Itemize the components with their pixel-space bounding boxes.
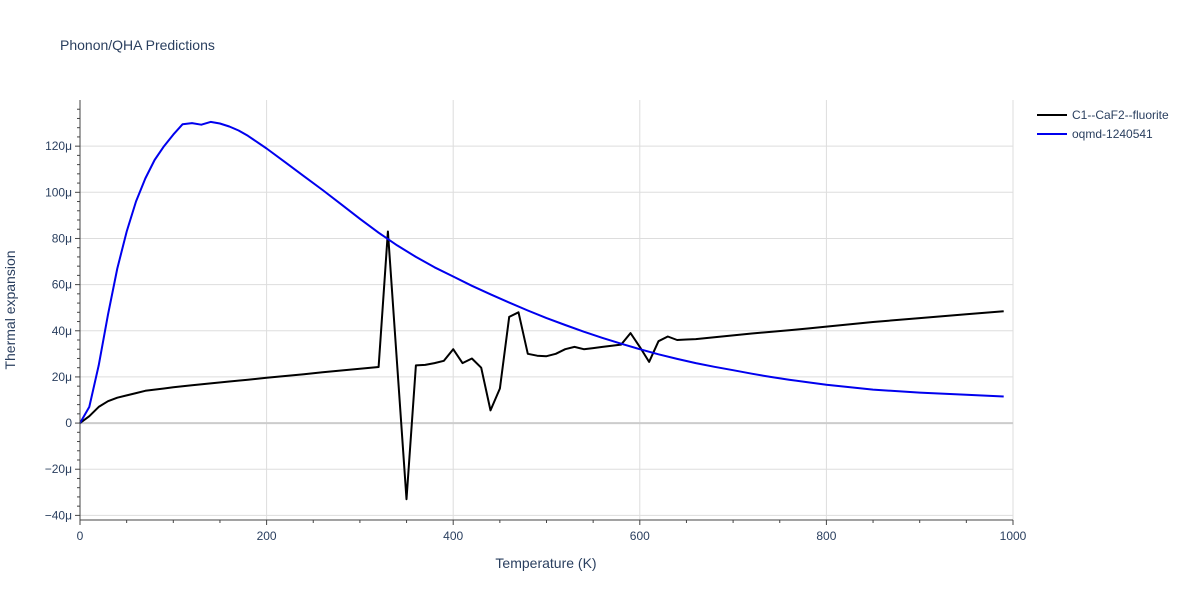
legend-label: C1--CaF2--fluorite	[1072, 108, 1169, 122]
series-line-1[interactable]	[79, 120, 1004, 424]
y-tick-label: 80μ	[52, 231, 72, 245]
y-tick-label: 120μ	[45, 139, 72, 153]
y-axis-title: Thermal expansion	[2, 250, 18, 369]
x-axis-title: Temperature (K)	[495, 555, 596, 571]
legend-label: oqmd-1240541	[1072, 127, 1153, 141]
x-tick-label: 1000	[1000, 529, 1027, 543]
axes-group	[75, 100, 1014, 525]
x-tick-label: 0	[77, 529, 84, 543]
series-line-0[interactable]	[79, 230, 1004, 501]
x-tick-label: 600	[630, 529, 650, 543]
legend[interactable]: C1--CaF2--fluorite oqmd-1240541	[1037, 108, 1169, 141]
y-tick-label: 0	[65, 416, 72, 430]
y-tick-label: 100μ	[45, 185, 72, 199]
y-tick-labels: −40μ −20μ 0 20μ 40μ 60μ 80μ 100μ 120μ	[45, 139, 73, 522]
x-tick-labels: 0 200 400 600 800 1000	[77, 529, 1027, 543]
chart-title: Phonon/QHA Predictions	[60, 37, 215, 53]
grid-lines	[79, 100, 1014, 520]
y-tick-label: −20μ	[45, 462, 72, 476]
series-group	[79, 120, 1004, 501]
y-tick-label: 20μ	[52, 370, 72, 384]
y-tick-label: −40μ	[45, 508, 72, 522]
y-tick-label: 60μ	[52, 278, 72, 292]
x-tick-label: 800	[816, 529, 836, 543]
x-tick-label: 200	[257, 529, 277, 543]
legend-item-1[interactable]: oqmd-1240541	[1037, 127, 1153, 141]
x-tick-label: 400	[443, 529, 463, 543]
legend-item-0[interactable]: C1--CaF2--fluorite	[1037, 108, 1169, 122]
y-tick-label: 40μ	[52, 324, 72, 338]
